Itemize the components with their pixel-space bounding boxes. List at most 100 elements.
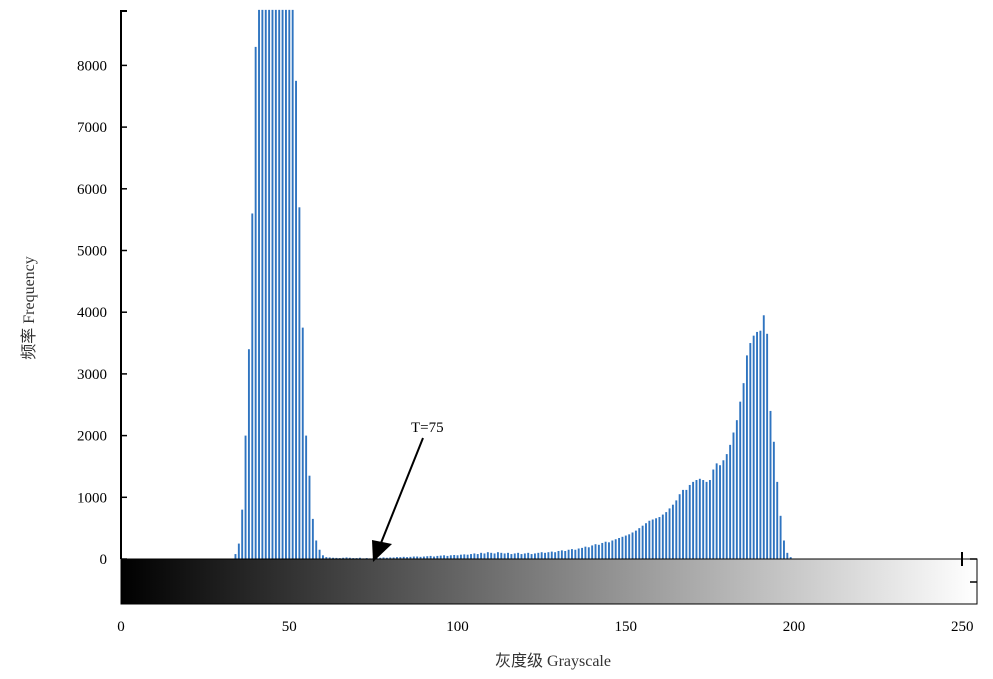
histogram-bar [735, 420, 738, 559]
histogram-bar [348, 557, 351, 559]
histogram-bar [301, 327, 304, 560]
x-axis-title: 灰度级 Grayscale [495, 652, 611, 670]
histogram-bar [729, 444, 732, 559]
histogram-bar [621, 536, 624, 559]
histogram-bar [268, 9, 271, 560]
histogram-bar [422, 556, 425, 559]
histogram-bar [510, 554, 513, 559]
x-tick-label: 200 [783, 619, 806, 635]
histogram-bar [719, 465, 721, 559]
x-tick-label: 50 [282, 619, 297, 635]
histogram-bar [486, 552, 489, 559]
histogram-bar [308, 475, 311, 559]
y-tick-label: 2000 [77, 429, 107, 445]
histogram-bar [439, 555, 442, 559]
histogram-bar [409, 556, 412, 559]
histogram-bar [382, 557, 385, 559]
histogram-bar [335, 557, 338, 559]
histogram-bar [473, 553, 476, 559]
histogram-bar [705, 481, 708, 560]
histogram-bar [254, 46, 257, 559]
histogram-bar [692, 481, 695, 560]
histogram-bar [537, 552, 540, 559]
x-tick-label: 100 [446, 619, 469, 635]
histogram-bar [493, 553, 496, 559]
histogram-bar [611, 540, 614, 559]
histogram-bar [305, 435, 308, 559]
histogram-bar [416, 556, 419, 559]
y-tick-label: 7000 [77, 120, 107, 136]
histogram-bar [725, 454, 728, 559]
histogram-bar [564, 550, 567, 559]
histogram-bar [274, 9, 277, 560]
histogram-bar [591, 545, 594, 559]
histogram-bar [433, 556, 435, 559]
histogram-bar [496, 552, 499, 559]
histogram-bar [446, 555, 449, 559]
histogram-bar [762, 315, 765, 559]
histogram-bar [429, 555, 432, 559]
histogram-bar [523, 553, 526, 559]
histogram-bar [406, 557, 409, 559]
histogram-bar [385, 557, 388, 559]
histogram-bar [517, 552, 520, 559]
histogram-bar [772, 441, 775, 559]
histogram-bar [651, 519, 654, 559]
histogram-bar [749, 343, 752, 559]
histogram-bar [574, 549, 577, 559]
histogram-bar [328, 557, 331, 559]
histogram-bar [554, 552, 557, 559]
histogram-bar [389, 557, 392, 559]
y-tick-label: 6000 [77, 182, 107, 198]
histogram-bar [628, 534, 631, 559]
histogram-bar [466, 554, 469, 559]
histogram-bar [695, 480, 698, 559]
histogram-bar [436, 555, 439, 559]
y-tick-label: 8000 [77, 58, 107, 74]
histogram-bar [550, 551, 553, 559]
histogram-bar [739, 401, 742, 559]
histogram-bar [658, 517, 661, 559]
histogram-bars [234, 9, 792, 560]
y-tick-label: 5000 [77, 244, 107, 260]
histogram-bar [769, 410, 772, 559]
histogram-bar [742, 383, 745, 559]
histogram-bar [766, 333, 769, 559]
histogram-bar [402, 556, 405, 559]
histogram-bar [668, 508, 671, 559]
histogram-bar [560, 550, 563, 559]
histogram-bar [325, 557, 328, 559]
histogram-bar [281, 9, 284, 560]
histogram-bar [399, 557, 402, 559]
histogram-bar [261, 9, 264, 560]
histogram-bar [631, 532, 634, 559]
threshold-arrow-line [378, 437, 424, 549]
histogram-bar [685, 489, 688, 559]
histogram-bar [571, 549, 573, 559]
histogram-bar [520, 554, 523, 559]
x-axis-ticks: 0 50 100 150 200 250 [117, 619, 973, 635]
histogram-bar [715, 463, 718, 559]
histogram-bar [645, 523, 647, 559]
histogram-bar [577, 548, 580, 559]
histogram-bar [675, 500, 678, 559]
histogram-bar [722, 460, 725, 559]
histogram-bar [557, 550, 560, 559]
histogram-bar [443, 555, 446, 559]
histogram-bar [247, 349, 250, 559]
histogram-bar [671, 504, 674, 559]
histogram-bar [752, 335, 755, 559]
grayscale-gradient-bar [120, 558, 978, 605]
histogram-bar [315, 540, 318, 559]
histogram-bar [379, 557, 382, 559]
histogram-bar [544, 552, 546, 559]
histogram-bar [708, 480, 711, 559]
histogram-bar [470, 554, 472, 559]
histogram-bar [507, 552, 509, 559]
histogram-bar [614, 539, 617, 559]
histogram-bar [584, 546, 587, 559]
histogram-bar [419, 556, 422, 559]
histogram-bar [638, 528, 641, 559]
histogram-bar [291, 9, 294, 560]
histogram-bar [456, 555, 459, 559]
